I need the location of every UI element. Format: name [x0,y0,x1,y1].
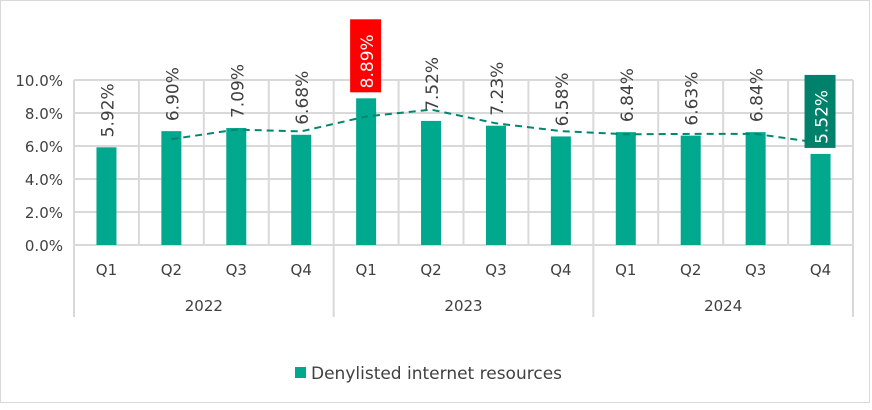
data-label-group: 7.23% [488,62,508,116]
y-tick-label: 0.0% [25,237,63,255]
x-tick-label: Q3 [745,261,766,279]
x-tick-label: Q1 [96,261,117,279]
x-axis: Q1 Q2 Q3 Q4 2022 Q1 Q2 Q3 Q4 2023 Q1 Q2 Q3 Q4 2024 [73,245,854,317]
legend-swatch [295,367,306,378]
data-label-highlight [350,19,382,93]
bar [161,131,182,245]
data-label: 5.52% [813,90,833,144]
data-label-group: 6.84% [748,68,768,122]
y-tick-label: 10.0% [15,72,63,90]
data-label-group: 6.68% [293,71,313,125]
data-label-group: 6.58% [553,72,573,126]
data-label: 6.90% [163,67,183,121]
x-tick-label: Q3 [226,261,247,279]
bar [421,120,442,245]
x-tick-label: Q4 [810,261,831,279]
trendline [171,108,821,144]
bar [745,132,766,245]
data-label: 6.84% [618,68,638,122]
bar [356,98,377,245]
bar [550,136,571,245]
x-tick-label: Q2 [420,261,441,279]
data-label-group: 5.92% [98,83,118,137]
data-label-group: 7.09% [228,64,248,118]
x-tick-label: Q1 [615,261,636,279]
data-label-group: 6.63% [683,72,703,126]
x-group-label: 2024 [704,297,742,315]
x-group-label: 2023 [444,297,482,315]
x-tick-label: Q3 [485,261,506,279]
bars [96,98,831,245]
data-label-group: 7.52% [423,57,443,111]
bar [96,147,117,245]
data-label: 7.52% [423,57,443,111]
y-tick-label: 6.0% [25,138,63,156]
data-label: 6.68% [293,71,313,125]
y-tick-label: 4.0% [25,171,63,189]
y-tick-label: 2.0% [25,204,63,222]
x-tick-label: Q2 [680,261,701,279]
bar [615,132,636,245]
x-group-label: 2022 [185,297,223,315]
data-label: 7.09% [228,64,248,118]
data-labels: 5.92% 6.90% 7.09% 6.68% 8.89% 7.52% 7.23% 6.58%… [98,19,836,148]
data-label-group: 6.90% [163,67,183,121]
x-tick-label: Q2 [161,261,182,279]
legend-label: Denylisted internet resources [311,364,562,384]
data-label: 8.89% [358,34,378,88]
gridlines [73,79,854,246]
data-label: 6.58% [553,72,573,126]
data-label: 6.63% [683,72,703,126]
data-label-group: 5.52% [804,74,836,148]
bar [810,153,831,245]
bar [485,125,506,245]
data-label: 5.92% [98,83,118,137]
bar [680,135,701,245]
bar [291,134,312,245]
data-label: 6.84% [748,68,768,122]
data-label: 7.23% [488,62,508,116]
y-tick-label: 8.0% [25,105,63,123]
data-label-group: 8.89% [350,19,382,93]
data-label-highlight [804,74,836,148]
bar [226,128,247,245]
x-tick-label: Q4 [291,261,312,279]
x-tick-label: Q4 [550,261,571,279]
y-axis-ticks: 0.0% 2.0% 4.0% 6.0% 8.0% 10.0% [15,72,63,255]
data-label-group: 6.84% [618,68,638,122]
x-tick-label: Q1 [355,261,376,279]
legend: Denylisted internet resources [295,364,562,384]
